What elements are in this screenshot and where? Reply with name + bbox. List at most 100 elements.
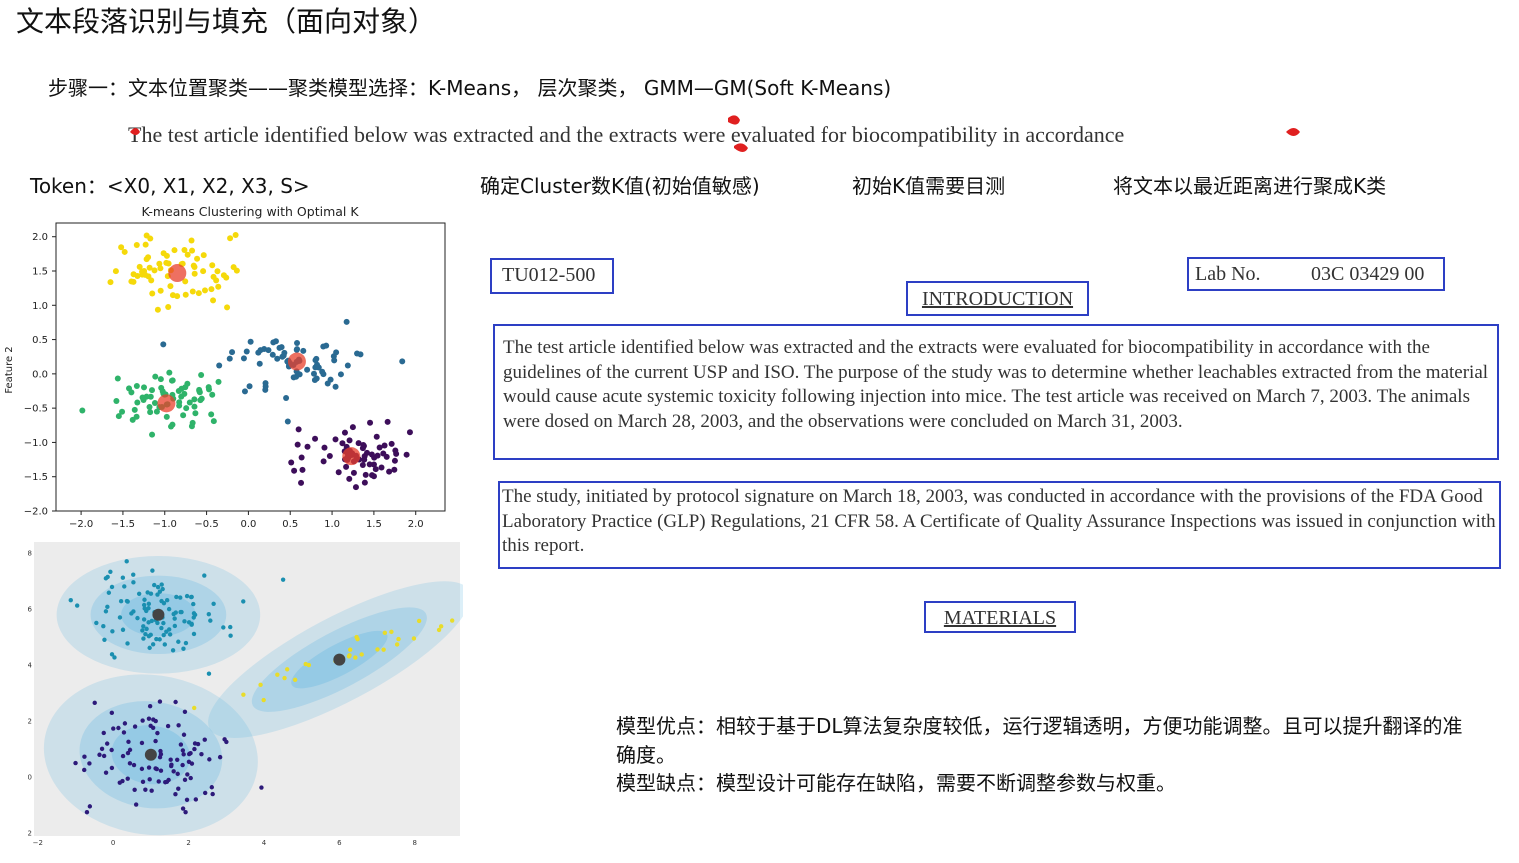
data-point xyxy=(362,471,369,478)
data-point xyxy=(284,667,290,672)
x-tick-label: 4 xyxy=(262,839,267,847)
paragraph-one: The test article identified below was ex… xyxy=(503,337,1489,432)
data-point xyxy=(183,640,189,646)
handwritten-marks xyxy=(130,115,1300,152)
data-point xyxy=(207,757,212,762)
data-point xyxy=(127,747,133,753)
centroid-marker xyxy=(287,352,306,371)
x-tick-label: 0 xyxy=(111,839,115,847)
data-point xyxy=(191,396,198,403)
data-point xyxy=(295,426,302,433)
data-point xyxy=(436,627,442,633)
data-point xyxy=(105,604,110,610)
data-point xyxy=(168,377,175,384)
data-point xyxy=(241,388,248,395)
x-tick-label: −2 xyxy=(33,839,43,847)
data-point xyxy=(122,721,128,726)
data-point xyxy=(136,263,143,270)
data-point xyxy=(148,632,153,638)
data-point xyxy=(118,244,125,251)
data-point xyxy=(131,572,136,577)
data-point xyxy=(376,444,383,451)
data-point xyxy=(294,441,301,448)
plot-background xyxy=(34,542,460,836)
data-point xyxy=(145,590,150,595)
data-point xyxy=(115,413,122,420)
data-point xyxy=(200,252,207,259)
data-point xyxy=(152,373,159,380)
data-point xyxy=(103,770,109,775)
centroid-marker xyxy=(333,653,346,666)
data-point xyxy=(371,454,378,461)
y-tick-label: 0 xyxy=(28,774,32,782)
data-point xyxy=(438,624,444,629)
data-point xyxy=(246,383,253,390)
data-point xyxy=(210,791,215,797)
data-point xyxy=(169,763,174,769)
data-point xyxy=(406,429,413,436)
data-point xyxy=(343,318,350,325)
data-point xyxy=(155,730,160,736)
data-point xyxy=(116,725,121,731)
data-point xyxy=(304,366,311,373)
data-point xyxy=(332,383,339,390)
data-point xyxy=(175,757,180,763)
data-point xyxy=(209,391,216,398)
chart-ylabel: Feature 2 xyxy=(4,346,15,393)
data-point xyxy=(192,612,198,618)
data-point xyxy=(391,466,398,473)
data-point xyxy=(324,380,331,387)
data-point xyxy=(107,279,114,286)
data-point xyxy=(348,647,353,652)
data-point xyxy=(151,717,156,722)
data-point xyxy=(161,620,166,626)
data-point xyxy=(265,347,272,354)
data-point xyxy=(182,291,189,298)
data-point xyxy=(294,340,301,347)
data-point xyxy=(166,369,173,376)
data-point xyxy=(174,293,181,300)
data-point xyxy=(206,611,212,617)
data-point xyxy=(193,797,199,802)
centroid-marker xyxy=(168,264,187,283)
data-point xyxy=(202,790,208,796)
data-point xyxy=(378,464,385,471)
data-point xyxy=(101,624,106,629)
data-point xyxy=(157,637,162,642)
data-point xyxy=(171,247,178,254)
data-point xyxy=(160,341,167,348)
data-point xyxy=(311,376,318,383)
data-point xyxy=(154,306,161,313)
data-point xyxy=(321,444,328,451)
data-point xyxy=(355,636,360,642)
data-point xyxy=(117,780,122,785)
data-point xyxy=(157,376,164,383)
data-point xyxy=(141,636,146,641)
data-point xyxy=(191,270,198,277)
data-point xyxy=(243,348,250,355)
gmm-chart: −2 0 2 4 6 8 −2 0 2 4 6 8 xyxy=(28,542,463,847)
data-point xyxy=(131,762,137,768)
data-point xyxy=(117,615,123,620)
data-point xyxy=(119,408,126,415)
data-point xyxy=(215,378,222,385)
data-point xyxy=(133,413,140,420)
token-label: Token：<X0, X1, X2, X3, S> xyxy=(30,174,310,198)
data-point xyxy=(149,618,154,624)
data-point xyxy=(144,626,149,632)
data-point xyxy=(210,418,217,425)
data-point xyxy=(176,399,183,406)
data-point xyxy=(147,777,152,782)
introduction-heading: INTRODUCTION xyxy=(921,288,1074,310)
x-tick-label: 0.5 xyxy=(282,519,298,530)
data-point xyxy=(111,726,116,731)
data-point xyxy=(131,580,136,585)
centroid-marker xyxy=(342,447,361,466)
data-point xyxy=(148,591,154,596)
data-point xyxy=(164,598,170,603)
data-point xyxy=(143,256,150,263)
data-point xyxy=(180,748,186,753)
data-point xyxy=(284,418,291,425)
data-point xyxy=(159,582,164,587)
data-point xyxy=(172,616,177,621)
